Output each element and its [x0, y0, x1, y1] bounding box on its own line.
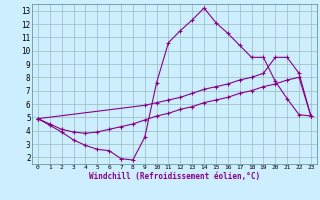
X-axis label: Windchill (Refroidissement éolien,°C): Windchill (Refroidissement éolien,°C): [89, 172, 260, 181]
